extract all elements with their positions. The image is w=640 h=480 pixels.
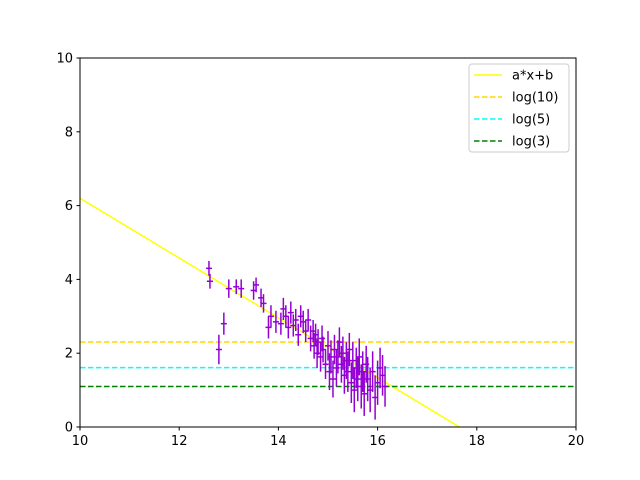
x-tick-label: 18 (469, 434, 486, 449)
data-point (287, 301, 294, 324)
legend-label: a*x+b (512, 69, 553, 84)
data-point (225, 279, 232, 298)
plot-area (80, 197, 576, 427)
data-point (327, 340, 334, 374)
data-point (277, 312, 284, 335)
y-tick-label: 6 (65, 199, 73, 214)
data-point (369, 351, 376, 392)
x-tick-label: 20 (568, 434, 585, 449)
data-point (349, 342, 356, 380)
data-point (344, 351, 351, 392)
data-point (351, 367, 358, 413)
x-tick-label: 10 (72, 434, 89, 449)
data-point (272, 310, 279, 333)
y-tick-label: 8 (65, 125, 73, 140)
data-point (295, 323, 302, 346)
x-tick-label: 14 (270, 434, 287, 449)
data-point (329, 360, 336, 398)
data-point (356, 338, 363, 376)
legend-label: log(5) (512, 113, 550, 128)
data-point (292, 308, 299, 332)
data-point (305, 308, 312, 332)
legend: a*x+b log(10) log(5) log(3) (468, 63, 570, 153)
data-point (336, 327, 343, 357)
data-point (314, 338, 321, 368)
legend-entries: a*x+b log(10) log(5) log(3) (474, 69, 559, 150)
data-point (346, 332, 353, 367)
y-tick-label: 10 (56, 52, 73, 67)
data-point (382, 366, 389, 407)
data-point (220, 312, 227, 335)
data-point (361, 371, 368, 416)
axes-frame (79, 57, 577, 428)
axis-ticks: 10 12 14 16 18 20 0 2 4 6 8 10 (56, 52, 584, 450)
data-point (348, 362, 355, 404)
data-point (215, 334, 222, 365)
legend-box (468, 63, 570, 153)
y-tick-label: 2 (65, 347, 73, 362)
data-point (205, 260, 212, 276)
data-point (322, 349, 329, 380)
series-line-a-x-b (80, 197, 460, 427)
data-point (267, 305, 274, 328)
data-point (339, 336, 346, 370)
x-tick-label: 12 (171, 434, 188, 449)
legend-label: log(10) (512, 91, 559, 106)
data-point (325, 331, 331, 361)
data-point (253, 277, 260, 293)
plot-content (80, 197, 576, 427)
data-point (260, 294, 267, 313)
y-tick-label: 4 (65, 273, 73, 288)
data-point (238, 279, 245, 298)
data-point (319, 325, 326, 352)
legend-label: log(3) (512, 135, 550, 150)
data-point (285, 316, 292, 339)
y-tick-label: 0 (65, 421, 73, 436)
data-point (206, 273, 213, 289)
data-point (233, 279, 240, 295)
data-point (354, 356, 361, 402)
x-tick-label: 16 (369, 434, 386, 449)
